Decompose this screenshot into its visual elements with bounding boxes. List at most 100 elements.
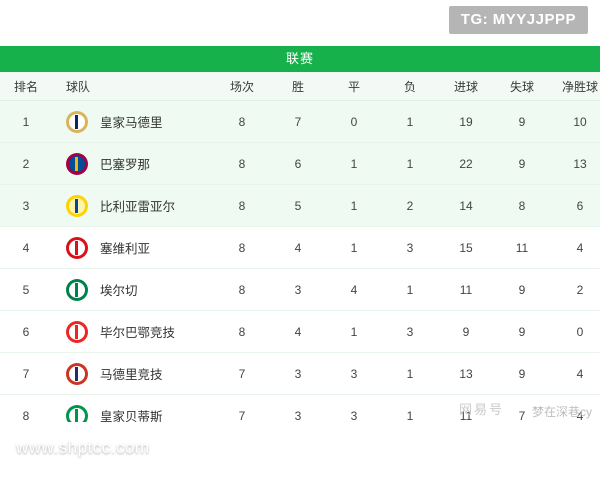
cell-loss: 1 [406,156,414,171]
cell-ga: 11 [515,240,529,255]
cell-draw: 3 [350,408,358,423]
team-name: 塞维利亚 [100,242,151,256]
cell-gd: 4 [576,240,584,255]
cell-ga: 7 [518,408,526,423]
table-header-row: 排名 球队 场次 胜 平 负 进球 失球 净胜球 积分 [0,72,600,101]
cell-gf: 15 [459,240,473,255]
sevilla-crest [66,236,88,259]
cell-gf: 9 [462,324,470,339]
cell-loss: 1 [406,366,414,381]
team-name: 皇家马德里 [100,116,163,130]
cell-loss: 1 [406,282,414,297]
cell-gf: 13 [459,366,473,381]
cell-played: 7 [238,366,246,381]
cell-gf: 19 [459,114,473,129]
team-name: 巴塞罗那 [100,158,151,172]
elche-crest [66,278,88,301]
cell-loss: 3 [406,240,414,255]
column-header-rank: 排名 [13,79,38,94]
team-name: 皇家贝蒂斯 [100,410,163,424]
author-watermark: 梦在深巷cy [531,405,592,419]
cell-gd: 0 [576,324,584,339]
cell-draw: 0 [350,114,358,129]
table-row[interactable]: 3 比利亚雷亚尔 8 5 1 2 14 8 6 16 [0,185,600,227]
cell-ga: 9 [518,282,526,297]
site-url-watermark: www.shptcc.com [16,438,150,457]
cell-gf: 22 [459,156,473,171]
team-name: 马德里竞技 [100,368,163,382]
cell-played: 8 [238,282,246,297]
cell-draw: 1 [350,240,358,255]
table-row[interactable]: 4 塞维利亚 8 4 1 3 15 11 4 13 [0,227,600,269]
cell-rank: 6 [22,324,30,339]
column-header-win: 胜 [291,79,304,94]
column-header-loss: 负 [403,79,416,94]
cell-win: 3 [294,366,302,381]
cell-rank: 4 [22,240,30,255]
barcelona-crest [66,152,88,175]
team-name: 埃尔切 [100,284,138,298]
telegram-watermark-badge: TG: MYYJJPPP [448,6,588,34]
cell-win: 4 [294,240,302,255]
column-header-team: 球队 [66,79,91,94]
cell-played: 8 [238,198,246,213]
column-header-gf: 进球 [453,79,478,94]
cell-team: 马德里竞技 [52,362,214,385]
cell-rank: 2 [22,156,30,171]
column-header-ga: 失球 [509,79,534,94]
column-header-draw: 平 [347,79,360,94]
cell-team: 巴塞罗那 [52,152,214,175]
cell-ga: 9 [518,324,526,339]
cell-gd: 6 [576,198,584,213]
cell-loss: 2 [406,198,414,213]
atletico-madrid-crest [66,362,88,385]
cell-loss: 1 [406,114,414,129]
cell-rank: 8 [22,408,30,423]
cell-played: 8 [238,114,246,129]
table-row[interactable]: 1 皇家马德里 8 7 0 1 19 9 10 21 [0,101,600,143]
table-row[interactable]: 6 毕尔巴鄂竞技 8 4 1 3 9 9 0 13 [0,311,600,353]
real-betis-crest [66,404,88,427]
netease-watermark: 网易号 [458,402,504,417]
cell-draw: 1 [350,324,358,339]
table-row[interactable]: 2 巴塞罗那 8 6 1 1 22 9 13 19 [0,143,600,185]
cell-gd: 4 [576,408,584,423]
cell-win: 4 [294,324,302,339]
athletic-bilbao-crest [66,320,88,343]
cell-ga: 9 [518,366,526,381]
cell-draw: 1 [350,156,358,171]
cell-loss: 3 [406,324,414,339]
cell-win: 7 [294,114,302,129]
cell-ga: 8 [518,198,526,213]
cell-rank: 5 [22,282,30,297]
table-row[interactable]: 7 马德里竞技 7 3 3 1 13 9 4 12 [0,353,600,395]
cell-played: 7 [238,408,246,423]
cell-team: 塞维利亚 [52,236,214,259]
cell-team: 埃尔切 [52,278,214,301]
cell-gf: 14 [459,198,473,213]
column-header-played: 场次 [229,79,254,94]
villarreal-crest [66,194,88,217]
table-row[interactable]: 5 埃尔切 8 3 4 1 11 9 2 13 [0,269,600,311]
cell-team: 皇家贝蒂斯 [52,404,214,427]
cell-gf: 11 [459,282,473,297]
cell-draw: 1 [350,198,358,213]
cell-rank: 1 [22,114,30,129]
cell-played: 8 [238,156,246,171]
cell-gd: 13 [573,156,587,171]
cell-rank: 7 [22,366,30,381]
standings-table: 排名 球队 场次 胜 平 负 进球 失球 净胜球 积分 1 皇家马德里 8 7 … [0,72,600,437]
cell-ga: 9 [518,156,526,171]
team-name: 毕尔巴鄂竞技 [100,326,176,340]
cell-win: 5 [294,198,302,213]
page-title: 联赛 [0,46,600,72]
cell-team: 皇家马德里 [52,110,214,133]
cell-played: 8 [238,240,246,255]
real-madrid-crest [66,110,88,133]
cell-gd: 10 [573,114,587,129]
cell-gd: 2 [576,282,584,297]
column-header-gd: 净胜球 [561,79,598,94]
cell-gf: 11 [459,408,473,423]
cell-team: 毕尔巴鄂竞技 [52,320,214,343]
